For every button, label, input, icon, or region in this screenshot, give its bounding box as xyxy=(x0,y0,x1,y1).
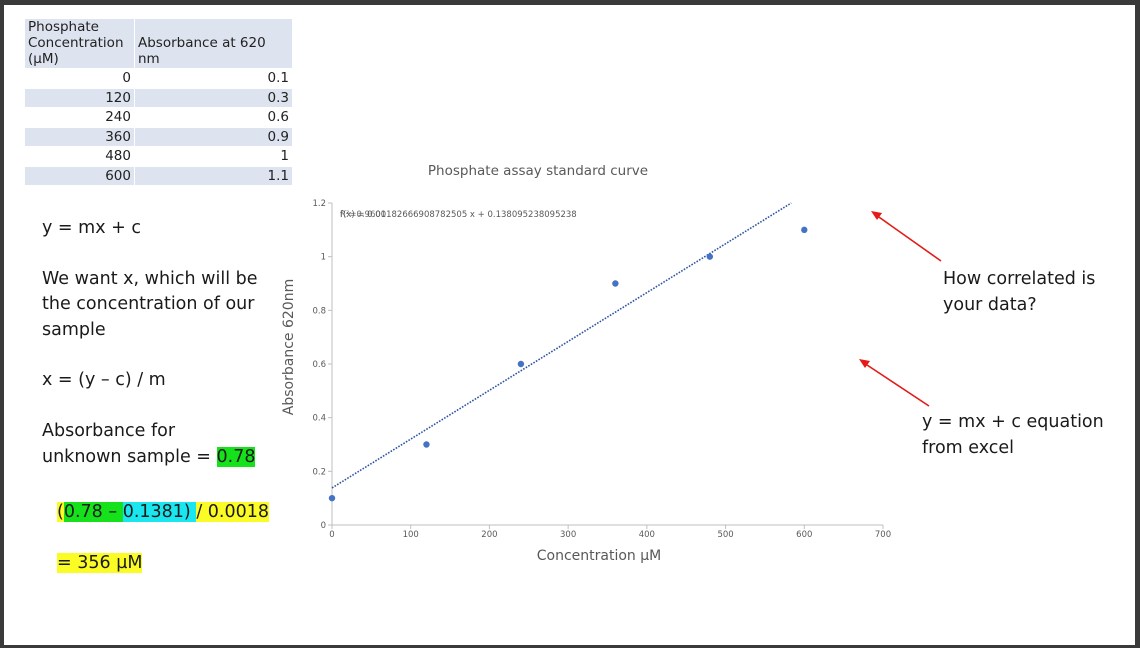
result-text: = 356 µM xyxy=(57,550,143,576)
header-concentration-text: Phosphate Concentration (µM) xyxy=(28,19,124,67)
chart-svg: Phosphate assay standard curve Concentra… xyxy=(281,163,891,564)
y-tick-label: 0 xyxy=(321,521,326,531)
table-cell: 0.3 xyxy=(134,88,292,108)
calc-open: ( xyxy=(57,502,64,522)
table-row: 360 0.9 xyxy=(25,127,292,147)
absorbance-value: 0.78 xyxy=(216,447,256,467)
table-cell: 0.9 xyxy=(134,127,292,147)
x-tick-label: 100 xyxy=(403,530,419,540)
y-tick-label: 0.4 xyxy=(312,414,326,424)
table-cell: 600 xyxy=(25,166,135,186)
x-tick-label: 200 xyxy=(481,530,497,540)
correlation-note-line1: How correlated is xyxy=(943,269,1096,289)
axes: 0 100 200 300 400 500 600 700 0 0.2 0.4 0.6 0.8 1 1.2 xyxy=(312,199,891,540)
table-cell: 480 xyxy=(25,146,135,167)
chart-title: Phosphate assay standard curve xyxy=(428,163,648,179)
x-tick-label: 500 xyxy=(717,530,733,540)
table-cell: 360 xyxy=(25,127,135,147)
x-tick-label: 600 xyxy=(796,530,812,540)
header-absorbance-text: Absorbance at 620 nm xyxy=(138,35,266,67)
calc-absorbance: 0.78 xyxy=(63,502,103,522)
data-point xyxy=(612,280,619,287)
table-cell: 0 xyxy=(25,68,135,89)
table-row: 240 0.6 xyxy=(25,107,292,128)
data-point xyxy=(517,360,525,368)
trendline xyxy=(331,202,792,489)
table-row: 0 0.1 xyxy=(25,68,292,89)
data-point xyxy=(328,494,336,502)
x-tick-label: 0 xyxy=(329,530,334,540)
equation-text: y = mx + c xyxy=(42,218,141,238)
table-row: 600 1.1 xyxy=(25,166,292,186)
y-tick-label: 0.8 xyxy=(312,306,326,316)
calc-dash: – xyxy=(102,502,123,522)
absorbance-line1: Absorbance for xyxy=(42,421,176,441)
table-cell: 1 xyxy=(134,146,292,167)
x-tick-label: 700 xyxy=(875,530,891,540)
x-tick-label: 300 xyxy=(560,530,576,540)
table-cell: 0.6 xyxy=(134,107,292,128)
correlation-note-line2: your data? xyxy=(943,295,1037,315)
data-point xyxy=(706,253,714,260)
excel-note-line1: y = mx + c equation xyxy=(922,412,1104,432)
header-absorbance: Absorbance at 620 nm xyxy=(134,19,292,69)
data-point xyxy=(801,226,808,234)
calc-intercept: 0.1381) xyxy=(122,502,197,522)
data-table: Phosphate Concentration (µM) Absorbance … xyxy=(25,19,292,186)
absorbance-line2: unknown sample = 0.78 xyxy=(42,444,256,470)
y-axis-label: Absorbance 620nm xyxy=(281,279,297,415)
chart: Phosphate assay standard curve Concentra… xyxy=(274,155,914,590)
calc-slash: / xyxy=(196,502,208,522)
calc-slope: 0.0018 xyxy=(207,502,270,522)
trendline-r2-label: R²=0.9601 xyxy=(340,210,386,220)
data-points xyxy=(328,226,808,502)
y-tick-label: 0.6 xyxy=(312,360,326,370)
table-row: 480 1 xyxy=(25,146,292,167)
trendline-equation-label: f(x) = 0.00182666908782505 x + 0.1380952… xyxy=(340,210,577,220)
slide: Phosphate Concentration (µM) Absorbance … xyxy=(4,5,1135,645)
x-axis-label: Concentration µM xyxy=(537,548,661,564)
result-value: = 356 µM xyxy=(57,553,143,573)
header-concentration: Phosphate Concentration (µM) xyxy=(25,19,135,69)
table-cell: 120 xyxy=(25,88,135,108)
y-tick-label: 0.2 xyxy=(312,467,326,477)
absorbance-label: unknown sample = xyxy=(42,447,217,467)
table-cell: 1.1 xyxy=(134,166,292,186)
data-point xyxy=(423,441,430,448)
rearranged-equation: x = (y – c) / m xyxy=(42,370,166,390)
x-tick-label: 400 xyxy=(639,530,655,540)
y-tick-label: 1 xyxy=(321,253,326,263)
excel-note-line2: from excel xyxy=(922,438,1015,458)
y-tick-label: 1.2 xyxy=(312,199,326,209)
table-cell: 240 xyxy=(25,107,135,128)
calculation: (0.78 – 0.1381) / 0.0018 xyxy=(57,499,270,525)
want-x-line3: sample xyxy=(42,320,106,340)
table-cell: 0.1 xyxy=(134,68,292,89)
table-row: 120 0.3 xyxy=(25,88,292,108)
want-x-line2: the concentration of our xyxy=(42,294,255,314)
want-x-line1: We want x, which will be xyxy=(42,269,258,289)
trendline-group xyxy=(331,202,792,489)
